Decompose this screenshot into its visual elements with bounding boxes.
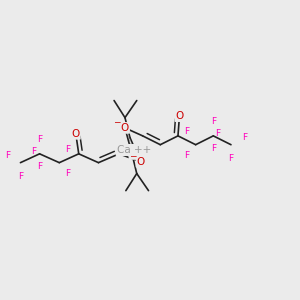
Text: F: F	[215, 129, 220, 138]
Text: F: F	[18, 172, 23, 181]
Text: O: O	[175, 111, 184, 121]
Text: −: −	[129, 151, 136, 160]
Text: Ca ++: Ca ++	[117, 145, 151, 155]
Text: F: F	[4, 151, 10, 160]
Text: O: O	[136, 157, 145, 167]
Text: F: F	[211, 144, 216, 153]
Text: F: F	[184, 127, 189, 136]
Text: F: F	[211, 117, 216, 126]
Text: F: F	[66, 169, 71, 178]
Text: O: O	[72, 129, 80, 139]
Text: F: F	[66, 145, 71, 154]
Text: −: −	[113, 117, 121, 126]
Text: F: F	[31, 147, 36, 156]
Text: F: F	[242, 133, 247, 142]
Text: F: F	[37, 162, 42, 171]
Text: O: O	[121, 123, 129, 133]
Text: F: F	[228, 154, 233, 163]
Text: F: F	[37, 135, 42, 144]
Text: F: F	[184, 152, 189, 160]
